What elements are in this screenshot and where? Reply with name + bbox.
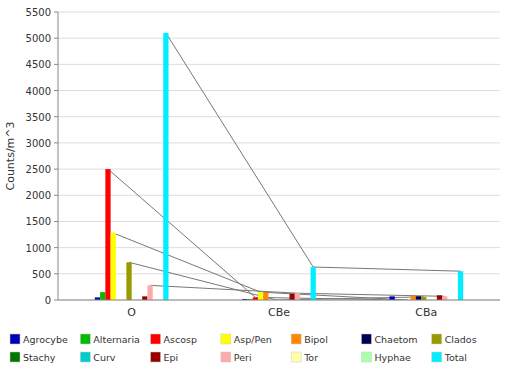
x-axis-line — [58, 300, 500, 301]
legend-swatch — [361, 334, 371, 344]
y-tick — [54, 116, 58, 117]
bar — [442, 296, 447, 300]
x-tick-label: CBe — [268, 306, 290, 319]
bar — [163, 33, 168, 300]
bar — [147, 285, 152, 300]
legend: Agrocybe Alternaria Ascosp Asp/Pen Bipol Chae… — [10, 334, 477, 363]
y-tick — [54, 64, 58, 65]
legend-swatch — [10, 352, 20, 362]
legend-swatch — [432, 352, 442, 362]
grid-line — [58, 247, 500, 248]
y-tick — [54, 221, 58, 222]
bar — [416, 296, 421, 300]
legend-swatch — [221, 352, 231, 362]
grid-line — [58, 64, 500, 65]
legend-swatch — [291, 334, 301, 344]
grid-line — [58, 221, 500, 222]
y-tick-label: 2500 — [26, 164, 51, 175]
grid-line — [58, 116, 500, 117]
legend-label: Agrocybe — [23, 334, 68, 345]
series-line — [166, 33, 461, 271]
y-tick-label: 500 — [32, 269, 51, 280]
legend-label: Asp/Pen — [234, 334, 272, 345]
bar — [126, 262, 131, 300]
y-tick-label: 4500 — [26, 59, 51, 70]
chart: 0 500 1000 1500 2000 2500 3000 3500 4000 4500 5000… — [0, 0, 512, 384]
bar — [142, 296, 147, 300]
bar — [411, 296, 416, 300]
bar — [437, 295, 442, 300]
legend-label: Ascosp — [164, 334, 197, 345]
y-tick — [54, 142, 58, 143]
legend-label: Hyphae — [374, 352, 411, 363]
legend-swatch — [361, 352, 371, 362]
x-tick-label: O — [127, 306, 136, 319]
grid-line — [58, 195, 500, 196]
legend-swatch — [80, 352, 90, 362]
y-tick — [54, 12, 58, 13]
y-tick — [54, 169, 58, 170]
grid-line — [58, 169, 500, 170]
bar — [290, 294, 295, 300]
series-line — [113, 233, 408, 300]
y-tick — [54, 195, 58, 196]
legend-label: Chaetom — [374, 334, 417, 345]
grid-line — [58, 90, 500, 91]
legend-swatch — [291, 352, 301, 362]
y-axis-label: Counts/m^3 — [4, 121, 17, 190]
plot-area — [95, 33, 463, 300]
y-tick-label: 5500 — [26, 7, 51, 18]
legend-swatch — [151, 334, 161, 344]
grid-line — [58, 12, 500, 13]
legend-swatch — [10, 334, 20, 344]
y-tick — [54, 247, 58, 248]
legend-swatch — [432, 334, 442, 344]
legend-label: Alternaria — [93, 334, 140, 345]
legend-label: Bipol — [304, 334, 328, 345]
legend-swatch — [80, 334, 90, 344]
x-tick-label: CBa — [415, 306, 437, 319]
bar — [458, 271, 463, 300]
y-axis-line — [58, 12, 59, 300]
bar — [258, 292, 263, 300]
legend-label: Stachy — [23, 352, 56, 363]
y-axis: 0 500 1000 1500 2000 2500 3000 3500 4000 4500 5000… — [26, 7, 500, 306]
bar — [263, 293, 268, 300]
y-tick-label: 4000 — [26, 86, 51, 97]
bar — [311, 267, 316, 300]
grid-line — [58, 142, 500, 143]
bar — [111, 233, 116, 300]
legend-label: Total — [444, 352, 467, 363]
bar — [390, 296, 395, 300]
y-tick — [54, 300, 58, 301]
y-tick — [54, 90, 58, 91]
y-tick-label: 3000 — [26, 138, 51, 149]
legend-swatch — [221, 334, 231, 344]
legend-label: Clados — [445, 334, 477, 345]
grid-line — [58, 300, 500, 301]
bar — [295, 293, 300, 300]
series-line — [108, 169, 403, 300]
y-tick-label: 1500 — [26, 216, 51, 227]
grid-line — [58, 38, 500, 39]
y-tick-label: 1000 — [26, 243, 51, 254]
legend-label: Epi — [164, 352, 179, 363]
legend-swatch — [151, 352, 161, 362]
grid-line — [58, 273, 500, 274]
bar — [100, 292, 105, 300]
legend-label: Tor — [303, 352, 318, 363]
series-line — [129, 262, 424, 300]
legend-label: Curv — [93, 352, 116, 363]
legend-label: Peri — [234, 352, 252, 363]
y-tick — [54, 38, 58, 39]
y-tick-label: 5000 — [26, 33, 51, 44]
y-tick-label: 2000 — [26, 190, 51, 201]
y-tick-label: 3500 — [26, 112, 51, 123]
y-tick — [54, 273, 58, 274]
y-tick-label: 0 — [45, 295, 51, 306]
bar — [105, 169, 110, 300]
